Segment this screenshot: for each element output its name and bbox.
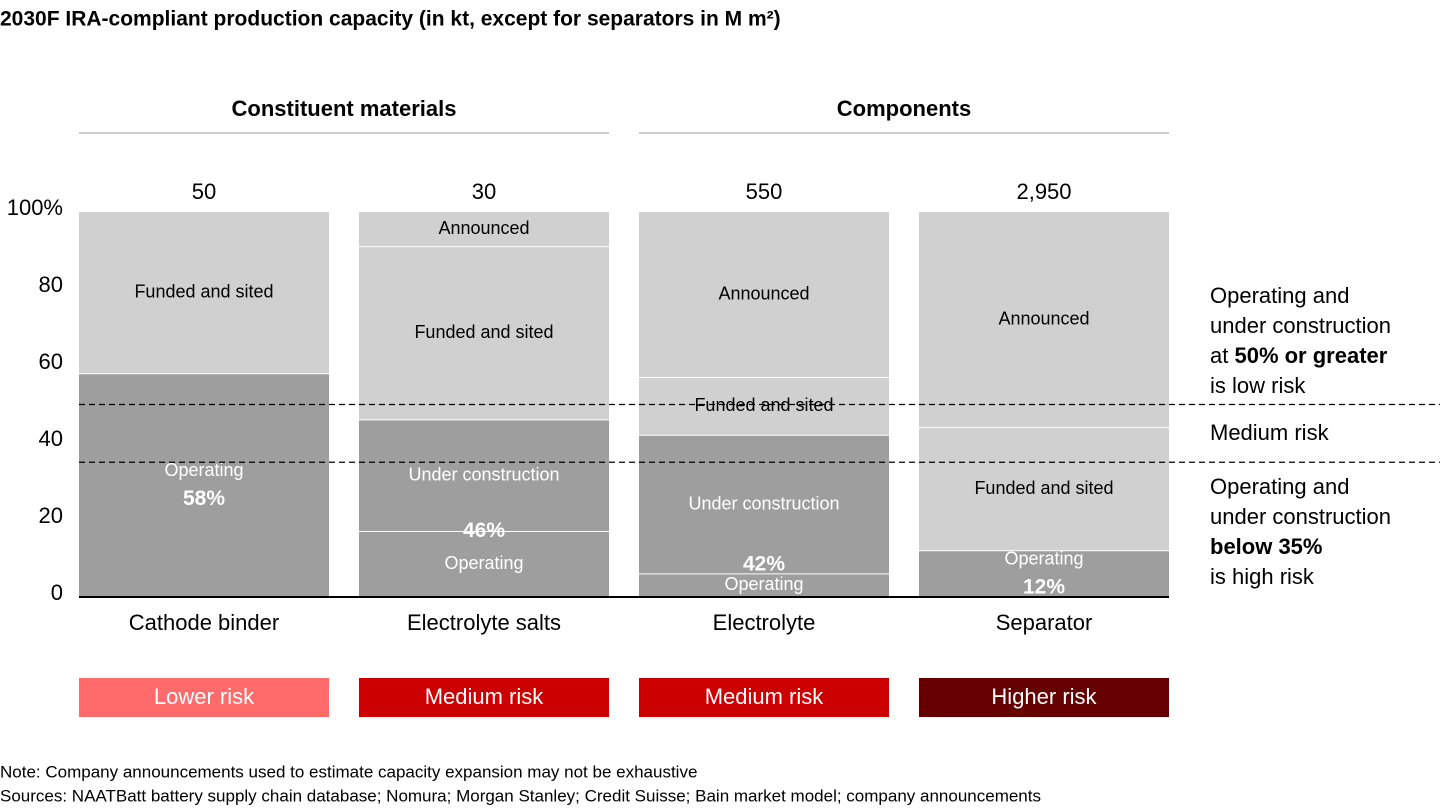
operating-construction-label: 58%: [183, 487, 225, 510]
segment-label: Operating: [1004, 549, 1083, 569]
annotation-part: is high risk: [1210, 564, 1315, 589]
bar-segment: [359, 246, 609, 420]
total-label: 30: [472, 179, 496, 204]
x-tick-label: Electrolyte salts: [407, 610, 561, 635]
annotation: below 35%: [1210, 534, 1322, 559]
y-tick-label: 60: [39, 349, 63, 374]
note: Note: Company announcements used to esti…: [0, 762, 697, 781]
annotation: is high risk: [1210, 564, 1315, 589]
total-label: 550: [746, 179, 783, 204]
source: Sources: NAATBatt battery supply chain d…: [0, 786, 1041, 805]
segment-label: Operating: [164, 460, 243, 480]
bar-segment: [919, 212, 1169, 428]
segment-label: Under construction: [408, 464, 559, 484]
segment-label: Announced: [718, 284, 809, 304]
bar-segment: [79, 373, 329, 597]
y-tick-label: 100%: [7, 195, 63, 220]
bar-segment: [919, 550, 1169, 597]
annotation-part: Operating and: [1210, 283, 1349, 308]
y-tick-label: 80: [39, 272, 63, 297]
x-tick-label: Cathode binder: [129, 610, 279, 635]
bar-segment: [639, 212, 889, 378]
bar-segment: [639, 435, 889, 574]
risk-box: [79, 678, 329, 717]
risk-box: [919, 678, 1169, 717]
risk-label: Lower risk: [154, 684, 255, 709]
segment-label: Funded and sited: [134, 282, 273, 302]
segment-label: Under construction: [688, 493, 839, 513]
chart-title: 2030F IRA-compliant production capacity …: [0, 8, 781, 31]
risk-label: Higher risk: [991, 684, 1097, 709]
segment-label: Operating: [444, 553, 523, 573]
annotation: under construction: [1210, 313, 1391, 338]
segment-label: Funded and sited: [414, 322, 553, 342]
group-header: Components: [837, 96, 971, 121]
y-tick-label: 20: [39, 503, 63, 528]
annotation-part: Medium risk: [1210, 420, 1330, 445]
bar-segment: [359, 212, 609, 247]
annotation: is low risk: [1210, 373, 1306, 398]
annotation: at 50% or greater: [1210, 343, 1388, 368]
operating-construction-label: 46%: [463, 519, 505, 542]
annotation: under construction: [1210, 504, 1391, 529]
y-tick-label: 0: [51, 580, 63, 605]
bar-segment: [359, 531, 609, 597]
annotation-part: below 35%: [1210, 534, 1322, 559]
annotation-part: is low risk: [1210, 373, 1306, 398]
segment-label: Announced: [438, 218, 529, 238]
operating-construction-label: 42%: [743, 553, 785, 576]
risk-label: Medium risk: [705, 684, 825, 709]
annotation-part: under construction: [1210, 504, 1391, 529]
total-label: 50: [192, 179, 216, 204]
x-tick-label: Electrolyte: [713, 610, 816, 635]
risk-box: [359, 678, 609, 717]
segment-label: Announced: [998, 309, 1089, 329]
annotation-part: at: [1210, 343, 1234, 368]
segment-label: Operating: [724, 574, 803, 594]
bar-segment: [639, 573, 889, 597]
total-label: 2,950: [1016, 179, 1071, 204]
segment-label: Funded and sited: [974, 478, 1113, 498]
y-tick-label: 40: [39, 426, 63, 451]
bar-segment: [359, 419, 609, 532]
group-header: Constituent materials: [232, 96, 457, 121]
x-tick-label: Separator: [996, 610, 1093, 635]
annotation-part: Operating and: [1210, 474, 1349, 499]
annotation: Operating and: [1210, 283, 1349, 308]
segment-label: Funded and sited: [694, 395, 833, 415]
operating-construction-label: 12%: [1023, 575, 1065, 598]
bar-segment: [919, 427, 1169, 551]
bar-segment: [79, 212, 329, 374]
annotation: Operating and: [1210, 474, 1349, 499]
risk-box: [639, 678, 889, 717]
annotation-part: under construction: [1210, 313, 1391, 338]
annotation: Medium risk: [1210, 420, 1330, 445]
annotation-part: 50% or greater: [1234, 343, 1387, 368]
bar-segment: [639, 377, 889, 436]
risk-label: Medium risk: [425, 684, 545, 709]
